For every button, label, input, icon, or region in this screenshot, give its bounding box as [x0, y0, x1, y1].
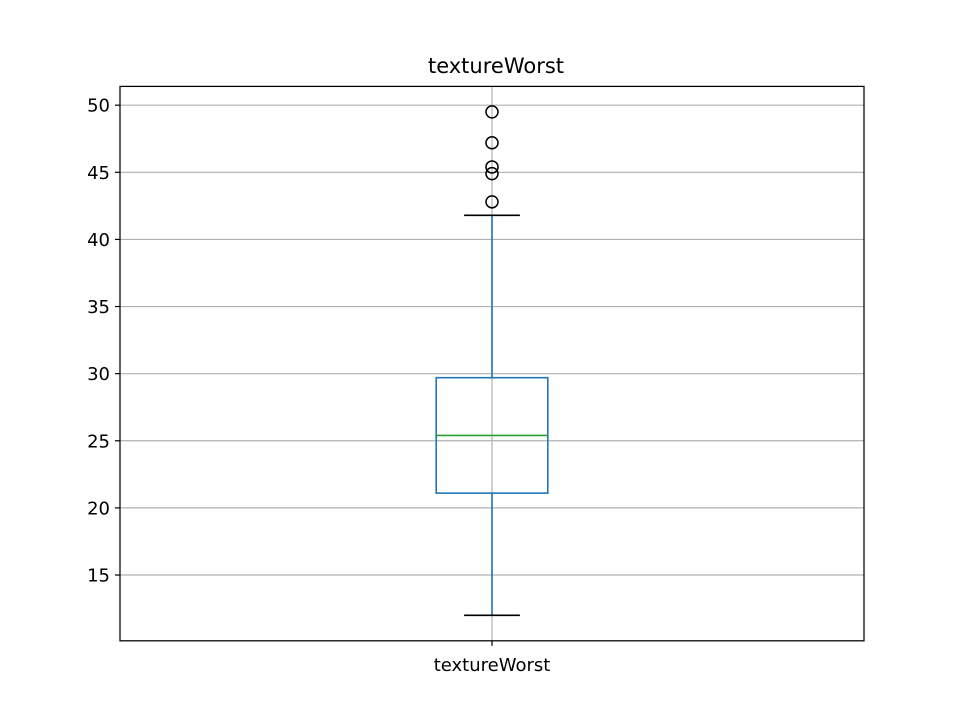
outlier-point	[485, 136, 499, 150]
outlier-point	[485, 105, 499, 119]
box-layer	[435, 105, 549, 617]
y-tick-label: 30	[87, 364, 110, 385]
outlier-point	[485, 166, 499, 181]
y-tick-label: 15	[87, 566, 110, 587]
y-tick-label: 45	[87, 163, 110, 184]
y-tick-label: 35	[87, 297, 110, 318]
outlier-point	[485, 160, 499, 174]
y-tick-label: 50	[87, 96, 110, 117]
axis-layer: 15 20 25 30 35 40 45 50 textureWorst	[87, 96, 550, 676]
y-tick-label: 40	[87, 230, 110, 251]
y-tick-label: 20	[87, 498, 110, 519]
plot-frame	[119, 85, 865, 642]
x-tick-label: textureWorst	[434, 655, 551, 676]
y-tick-label: 25	[87, 431, 110, 452]
chart-title: textureWorst	[428, 54, 564, 78]
outlier-point	[485, 195, 499, 209]
